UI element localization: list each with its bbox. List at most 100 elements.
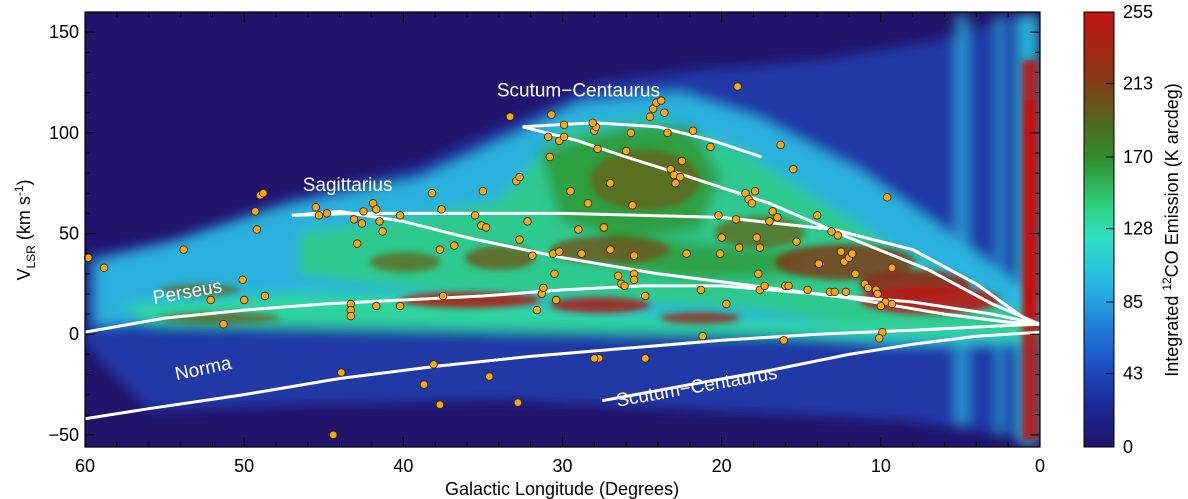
source-point-88 (677, 156, 687, 166)
arm-label-2: Sagittarius (303, 175, 393, 196)
source-point-47 (544, 132, 553, 142)
source-point-44 (532, 305, 542, 315)
source-point-56 (559, 120, 569, 129)
source-point-67 (606, 245, 615, 254)
source-point-81 (657, 96, 666, 105)
source-point-70 (620, 281, 629, 291)
source-point-123 (830, 287, 839, 297)
arm-curve-0 (522, 121, 762, 159)
source-point-134 (873, 289, 882, 299)
source-point-32 (450, 241, 459, 250)
colorbar-tick-label-0: 0 (1123, 437, 1133, 457)
y-tick-label-2: 50 (59, 224, 79, 244)
source-point-43 (528, 251, 537, 260)
source-point-73 (628, 201, 637, 210)
source-point-83 (663, 128, 672, 137)
source-point-94 (715, 249, 725, 258)
source-point-127 (841, 287, 850, 297)
colorbar-tick-label-2: 85 (1123, 292, 1143, 312)
source-point-99 (733, 82, 742, 91)
source-point-4 (219, 320, 228, 329)
x-tick-label-1: 50 (234, 456, 254, 476)
source-point-74 (629, 251, 639, 260)
source-points (83, 82, 897, 440)
source-point-120 (814, 259, 823, 268)
source-point-53 (551, 295, 561, 305)
arm-label-0: Scutum−Centaurus (497, 81, 660, 102)
source-point-16 (357, 219, 367, 228)
x-axis-title: Galactic Longitude (Degrees) (445, 479, 679, 499)
colorbar-title-superscript: 12 (1160, 277, 1174, 291)
source-point-2 (179, 245, 188, 254)
source-point-58 (574, 225, 583, 234)
colorbar-tick-label-4: 170 (1123, 147, 1153, 167)
source-point-35 (470, 211, 480, 220)
source-point-82 (660, 108, 669, 117)
source-point-110 (765, 217, 774, 226)
source-point-100 (735, 243, 744, 252)
y-axis-title-unit-close: ) (14, 179, 34, 185)
source-point-115 (784, 281, 793, 291)
source-point-142 (779, 336, 788, 345)
y-axis-title-subscript: LSR (24, 245, 38, 269)
source-point-141 (875, 334, 884, 343)
source-point-116 (789, 164, 798, 174)
y-axis-title-unit-exponent: -1 (12, 185, 26, 196)
source-point-146 (513, 398, 523, 407)
colorbar-ticks: 0 43 85 128 170 213 255 (1106, 2, 1153, 457)
source-point-112 (773, 213, 782, 222)
source-point-57 (566, 186, 575, 196)
source-point-7 (260, 291, 270, 301)
source-point-113 (776, 140, 785, 150)
source-point-139 (887, 299, 897, 309)
source-point-132 (863, 283, 873, 293)
arm-curve-5 (85, 322, 1040, 421)
source-point-149 (429, 360, 438, 369)
source-point-31 (435, 245, 445, 254)
colorbar-tick-label-1: 43 (1123, 364, 1143, 384)
source-point-105 (755, 243, 765, 252)
source-point-109 (760, 281, 769, 291)
x-tick-label-4: 20 (712, 456, 732, 476)
source-point-129 (848, 249, 857, 258)
y-tick-label-4: 150 (49, 22, 79, 42)
arm-curve-4 (85, 284, 1040, 334)
source-point-37 (481, 223, 491, 232)
source-point-30 (437, 205, 446, 214)
x-tick-label-2: 40 (393, 456, 413, 476)
source-point-9 (259, 188, 268, 198)
source-point-106 (752, 233, 761, 242)
source-point-52 (555, 247, 564, 256)
arm-curve-6 (602, 330, 1040, 403)
source-point-93 (706, 142, 715, 152)
source-point-147 (485, 372, 494, 381)
source-point-13 (314, 211, 324, 220)
source-point-150 (419, 380, 429, 389)
source-point-64 (593, 144, 602, 154)
x-tick-label-6: 0 (1035, 456, 1045, 476)
source-point-86 (671, 178, 680, 188)
source-point-97 (722, 299, 731, 309)
source-point-22 (353, 239, 362, 248)
source-point-144 (590, 354, 599, 363)
source-point-78 (645, 112, 655, 121)
source-point-89 (682, 249, 691, 258)
source-point-27 (372, 301, 381, 311)
source-point-145 (641, 354, 650, 363)
source-point-95 (714, 211, 723, 220)
source-point-65 (599, 223, 609, 232)
source-point-33 (438, 291, 448, 301)
source-point-118 (803, 285, 812, 295)
source-point-6 (239, 295, 249, 305)
y-tick-label-1: 0 (69, 324, 79, 344)
source-point-111 (768, 207, 777, 216)
source-point-130 (851, 269, 860, 278)
source-point-138 (887, 263, 897, 272)
source-point-68 (614, 271, 623, 280)
source-point-46 (539, 283, 548, 293)
source-point-40 (515, 172, 524, 182)
colorbar-tick-label-3: 128 (1123, 219, 1153, 239)
arm-curve-3 (291, 211, 1040, 326)
source-point-137 (883, 193, 892, 202)
